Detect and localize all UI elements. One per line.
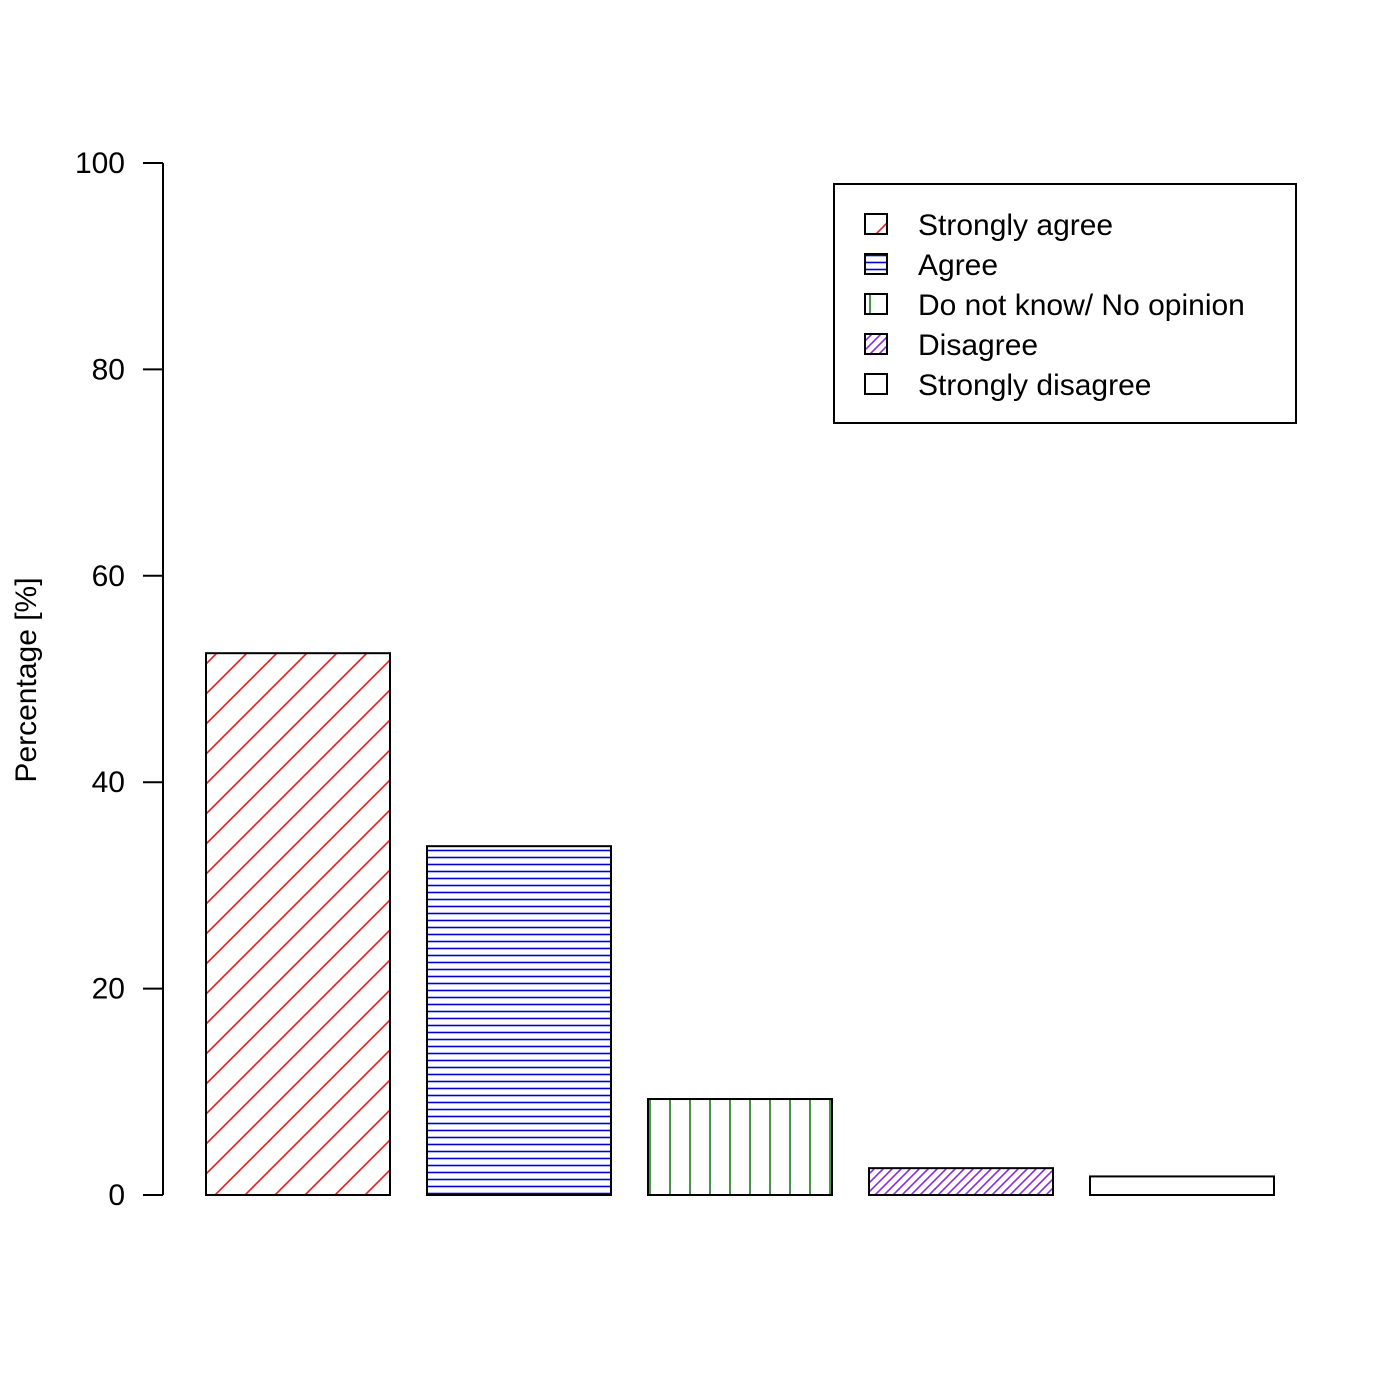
y-axis-title: Percentage [%] [10, 577, 43, 782]
legend-label-do-not-know-no-opinion: Do not know/ No opinion [918, 289, 1245, 322]
legend-swatch-do-not-know-no-opinion [864, 293, 888, 315]
legend-swatch-strongly-agree [864, 213, 888, 235]
legend-label-strongly-agree: Strongly agree [918, 209, 1113, 242]
y-tick-label-0: 0 [108, 1179, 125, 1212]
y-tick-label-40: 40 [92, 766, 125, 799]
legend-box [833, 183, 1297, 424]
y-tick-label-80: 80 [92, 353, 125, 386]
legend: Strongly agree Agree Do not know/ No opini… [833, 183, 1297, 424]
y-axis: 0 20 40 60 80 100 [75, 147, 164, 1212]
y-tick-label-20: 20 [92, 973, 125, 1006]
y-tick-label-60: 60 [92, 560, 125, 593]
bar-disagree [868, 1167, 1054, 1196]
bars [205, 652, 1275, 1197]
legend-swatch-agree [864, 253, 888, 275]
bar-agree [426, 845, 612, 1197]
legend-label-strongly-disagree: Strongly disagree [918, 369, 1151, 402]
y-tick-label-100: 100 [75, 147, 125, 180]
legend-swatch-strongly-disagree [864, 373, 888, 395]
bar-strongly-disagree [1089, 1175, 1275, 1196]
bar-strongly-agree [205, 652, 391, 1196]
bar-do-not-know-no-opinion [647, 1098, 833, 1197]
legend-swatch-disagree [864, 333, 888, 355]
legend-label-agree: Agree [918, 249, 998, 282]
legend-label-disagree: Disagree [918, 329, 1038, 362]
